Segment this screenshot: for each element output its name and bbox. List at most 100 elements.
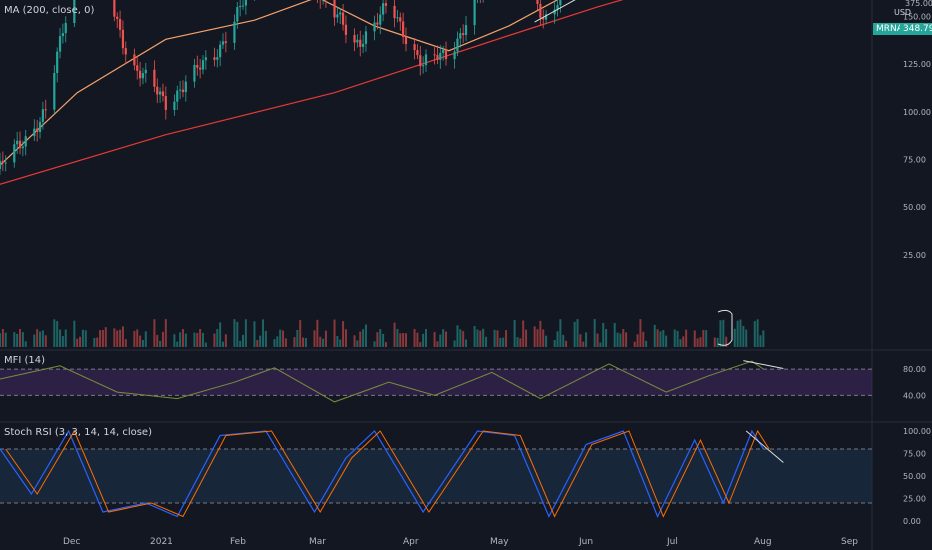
volume-bar [304,337,307,347]
volume-bar [433,332,436,347]
volume-bar [502,337,505,347]
candle-body [199,67,202,70]
volume-bar [184,333,187,347]
volume-bar [553,340,556,347]
volume-bar [139,335,142,347]
candle-body [219,44,222,58]
candle-body [416,50,419,56]
volume-bar [353,335,356,347]
volume-bar [493,329,496,347]
volume-bar [59,329,62,347]
volume-bar [204,342,207,347]
stoch-indicator-label: Stoch RSI (3, 3, 14, 14, close) [4,427,152,438]
volume-bar [382,333,385,347]
candle-body [1,160,4,163]
volume-bar [41,330,44,347]
volume-bar [4,332,7,347]
volume-bar [482,328,485,347]
candle-body [53,72,56,110]
candle-body [201,60,205,70]
candle-body [442,49,445,53]
volume-bar [216,329,219,347]
volume-bar [596,333,599,347]
volume-bar [104,327,107,347]
volume-bar [73,320,76,347]
stoch-d-line [5,429,770,518]
candle-body [456,38,459,52]
candle-body [116,16,119,20]
volume-bar [473,325,476,347]
candle-body [361,43,365,47]
volume-bar [716,337,719,347]
stoch-divergence-line [745,430,784,463]
candle-body [419,55,422,67]
volume-bar [193,332,196,347]
volume-bar [622,329,625,347]
candle-body [333,0,336,18]
candle-body [433,54,436,56]
candle-body [144,69,147,74]
volume-bar [659,331,662,347]
x-tick-label: Mar [309,537,326,547]
candle-body [556,5,559,10]
volume-bar [605,329,608,347]
volume-bar [573,321,576,347]
price-indicator-label: MA (200, close, 0) [4,5,95,16]
candle-body [539,3,542,18]
volume-bar [284,338,287,347]
last-price-badge: 348.79 [900,23,932,35]
volume-bar [16,333,19,347]
candle-body [399,17,402,22]
volume-bar [739,319,742,347]
candle-body [36,128,39,133]
volume-bar [99,330,102,347]
volume-bar [636,334,639,347]
candle-body [61,33,64,37]
volume-bar [456,325,459,347]
candle-body [359,39,362,47]
volume-bar [133,330,136,347]
candle-body [236,7,239,22]
candle-body [161,91,165,97]
volume-bar [725,336,728,347]
volume-bar [665,335,668,347]
candle-body [344,24,348,35]
candle-body [141,73,145,79]
candle-body [4,162,7,164]
ma-200-line [0,0,624,185]
volume-bar [639,319,642,347]
x-tick-label: May [490,537,509,547]
volume-bar [653,324,656,347]
candle-body [118,19,122,30]
x-tick-label: Dec [63,537,80,547]
candle-body [179,89,182,91]
volume-bar [21,332,24,347]
x-tick-label: Jul [666,537,678,547]
volume-bar [562,334,565,347]
candle-body [356,39,359,43]
volume-bar [384,342,387,347]
mfi-divergence-line [743,360,784,369]
volume-bar [339,339,342,347]
volume-bar [565,340,568,347]
candle-body [233,21,236,43]
x-tick-label: 2021 [150,537,173,547]
price-tick-label: 150.00 [903,12,931,21]
x-tick-label: Jun [578,537,593,547]
volume-bar [576,319,579,347]
price-tick-label: 25.00 [903,251,926,260]
candle-body [473,0,476,26]
volume-bar [404,333,407,347]
volume-bar [485,336,488,347]
candle-body [436,55,439,60]
volume-bar [53,319,56,347]
volume-bar [676,330,679,347]
candle-body [353,34,356,43]
volume-bar [333,319,336,347]
volume-bar [24,341,27,347]
volume-bar [299,320,302,347]
candle-body [373,22,376,32]
volume-bar [319,336,322,347]
volume-bar [719,320,722,347]
